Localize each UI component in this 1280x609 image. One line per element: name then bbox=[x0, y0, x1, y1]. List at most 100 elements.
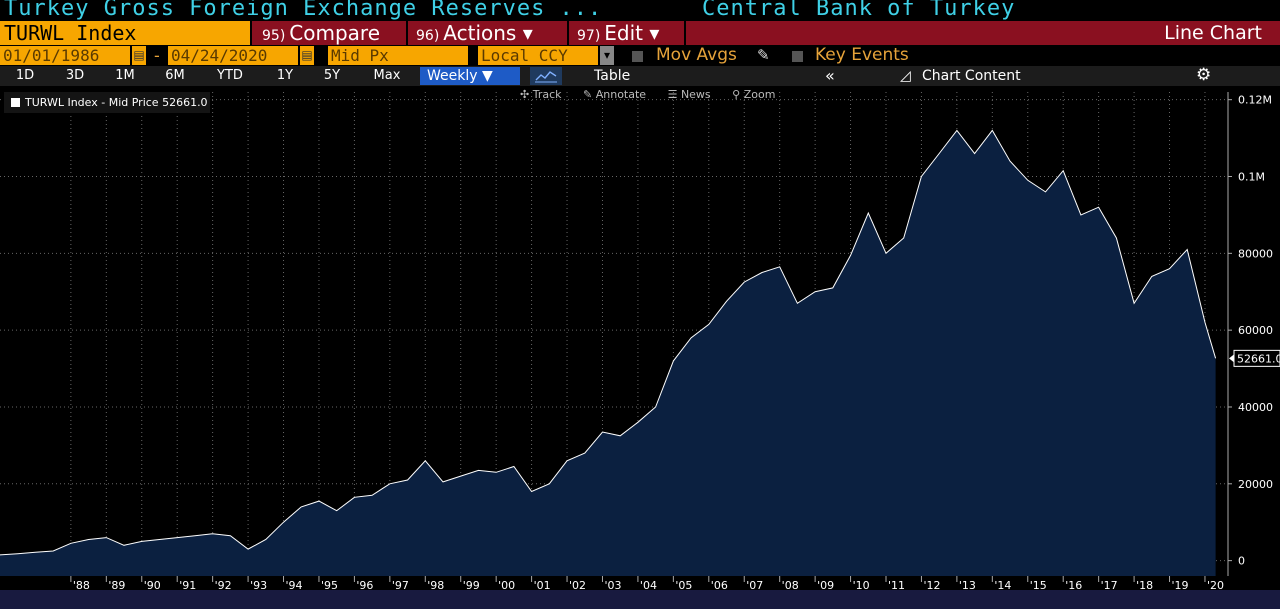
edit-number: 97) bbox=[577, 28, 601, 44]
x-tick-label: '90 bbox=[144, 579, 161, 590]
last-value-pointer bbox=[1229, 354, 1234, 363]
range-1y[interactable]: 1Y bbox=[276, 68, 294, 83]
x-tick-label: '13 bbox=[959, 579, 976, 590]
range-max[interactable]: Max bbox=[373, 68, 401, 83]
actions-button[interactable]: 96) Actions ▾ bbox=[416, 21, 533, 45]
x-tick-label: '05 bbox=[675, 579, 692, 590]
x-tick-label: '98 bbox=[427, 579, 444, 590]
x-tick-label: '15 bbox=[1030, 579, 1047, 590]
mov-avgs-label: Mov Avgs bbox=[656, 45, 737, 65]
range-5y[interactable]: 5Y bbox=[323, 68, 341, 83]
chart-type-label: Line Chart bbox=[1164, 22, 1262, 44]
currency-select[interactable]: Local CCY bbox=[478, 46, 598, 65]
security-title: Turkey Gross Foreign Exchange Reserves .… bbox=[4, 0, 603, 21]
key-events-checkbox[interactable] bbox=[792, 51, 803, 62]
x-tick-label: '18 bbox=[1136, 579, 1153, 590]
x-tick-label: '96 bbox=[356, 579, 373, 590]
chart-content-icon: ◿ bbox=[900, 68, 911, 84]
x-tick-label: '92 bbox=[215, 579, 232, 590]
y-tick-label: 0.1M bbox=[1238, 171, 1265, 184]
x-tick-label: '00 bbox=[498, 579, 515, 590]
table-button[interactable]: Table bbox=[594, 68, 631, 84]
annotate-button[interactable]: ✎ Annotate bbox=[583, 88, 647, 101]
ticker-input[interactable]: TURWL Index bbox=[0, 21, 250, 45]
title-bar: Turkey Gross Foreign Exchange Reserves .… bbox=[0, 0, 1280, 21]
key-events-label: Key Events bbox=[815, 45, 909, 65]
x-tick-label: '99 bbox=[463, 579, 480, 590]
command-bar: TURWL Index 95) Compare 96) Actions ▾ 97) E… bbox=[0, 21, 1280, 45]
x-tick-label: '89 bbox=[108, 579, 125, 590]
x-tick-label: '95 bbox=[321, 579, 338, 590]
chart-area[interactable]: 0 20000 40000 60000 80000 0.1M 0.12M '88 '89 '90… bbox=[0, 86, 1280, 590]
parameter-bar: 01/01/1986 ▤ - 04/24/2020 ▤ Mid Px Local… bbox=[0, 45, 1280, 66]
x-tick-label: '14 bbox=[994, 579, 1011, 590]
calendar-icon[interactable]: ▤ bbox=[300, 46, 314, 65]
range-bar: 1D 3D 1M 6M YTD 1Y 5Y Max Weekly ▼ Table… bbox=[0, 65, 1280, 86]
start-date-field[interactable]: 01/01/1986 bbox=[0, 46, 130, 65]
annotate-label: Annotate bbox=[595, 88, 647, 101]
frequency-select[interactable]: Weekly ▼ bbox=[420, 67, 520, 85]
mov-avgs-checkbox[interactable] bbox=[632, 51, 643, 62]
actions-number: 96) bbox=[416, 28, 440, 44]
x-axis: '88 '89 '90 '91 '92 '93 '94 '95 '96 '97 '98 '99 '00 '… bbox=[70, 576, 1224, 590]
divider bbox=[684, 21, 686, 45]
calendar-icon[interactable]: ▤ bbox=[132, 46, 146, 65]
x-tick-label: '12 bbox=[923, 579, 940, 590]
divider bbox=[406, 21, 408, 45]
legend[interactable]: TURWL Index - Mid Price 52661.0 bbox=[4, 92, 210, 113]
x-tick-label: '03 bbox=[604, 579, 621, 590]
double-chevron-left-icon[interactable]: « bbox=[825, 66, 835, 85]
compare-number: 95) bbox=[262, 28, 286, 44]
track-button[interactable]: ✣ Track bbox=[520, 88, 562, 101]
x-tick-label: '20 bbox=[1207, 579, 1224, 590]
y-tick-label: 0.12M bbox=[1238, 94, 1272, 107]
x-tick-label: '04 bbox=[640, 579, 657, 590]
edit-button[interactable]: 97) Edit ▾ bbox=[577, 21, 659, 45]
range-1m[interactable]: 1M bbox=[115, 68, 135, 83]
x-tick-label: '93 bbox=[250, 579, 267, 590]
x-tick-label: '17 bbox=[1101, 579, 1118, 590]
range-6m[interactable]: 6M bbox=[165, 68, 185, 83]
x-tick-label: '11 bbox=[888, 579, 905, 590]
x-tick-label: '97 bbox=[392, 579, 409, 590]
y-tick-label: 20000 bbox=[1238, 478, 1273, 491]
x-tick-label: '02 bbox=[569, 579, 586, 590]
last-value-label: 52661.0 bbox=[1237, 352, 1280, 365]
y-tick-label: 80000 bbox=[1238, 247, 1273, 260]
pencil-icon[interactable]: ✎ bbox=[757, 46, 770, 64]
track-label: Track bbox=[532, 88, 562, 101]
last-value-marker: 52661.0 bbox=[1229, 349, 1280, 367]
legend-swatch bbox=[11, 98, 20, 107]
edit-label: Edit ▾ bbox=[604, 21, 660, 45]
y-tick-label: 60000 bbox=[1238, 324, 1273, 337]
news-label: News bbox=[680, 88, 711, 101]
x-tick-label: '16 bbox=[1065, 579, 1082, 590]
gear-icon[interactable]: ⚙ bbox=[1196, 65, 1212, 85]
compare-label: Compare bbox=[289, 21, 381, 45]
x-tick-label: '88 bbox=[73, 579, 90, 590]
news-button[interactable]: ☰ News bbox=[667, 88, 711, 101]
date-separator: - bbox=[154, 46, 160, 65]
x-tick-label: '91 bbox=[179, 579, 196, 590]
y-tick-label: 0 bbox=[1238, 555, 1245, 568]
series-line bbox=[0, 129, 1217, 556]
x-tick-label: '19 bbox=[1172, 579, 1189, 590]
chart-content-button[interactable]: Chart Content bbox=[922, 68, 1021, 84]
compare-button[interactable]: 95) Compare bbox=[262, 21, 380, 45]
divider bbox=[250, 21, 252, 45]
chevron-down-icon[interactable]: ▾ bbox=[600, 46, 614, 65]
x-tick-label: '10 bbox=[853, 579, 870, 590]
zoom-label: Zoom bbox=[743, 88, 776, 101]
price-field-select[interactable]: Mid Px bbox=[328, 46, 468, 65]
range-1d[interactable]: 1D bbox=[15, 68, 35, 83]
range-ytd[interactable]: YTD bbox=[217, 68, 243, 83]
x-tick-label: '09 bbox=[817, 579, 834, 590]
zoom-button[interactable]: ⚲ Zoom bbox=[732, 88, 776, 101]
end-date-field[interactable]: 04/24/2020 bbox=[168, 46, 298, 65]
y-axis: 0 20000 40000 60000 80000 0.1M 0.12M bbox=[1227, 92, 1273, 576]
x-tick-label: '01 bbox=[534, 579, 551, 590]
source-title: Central Bank of Turkey bbox=[702, 0, 1016, 21]
range-3d[interactable]: 3D bbox=[65, 68, 85, 83]
line-chart-icon[interactable] bbox=[530, 67, 562, 85]
y-tick-label: 40000 bbox=[1238, 401, 1273, 414]
